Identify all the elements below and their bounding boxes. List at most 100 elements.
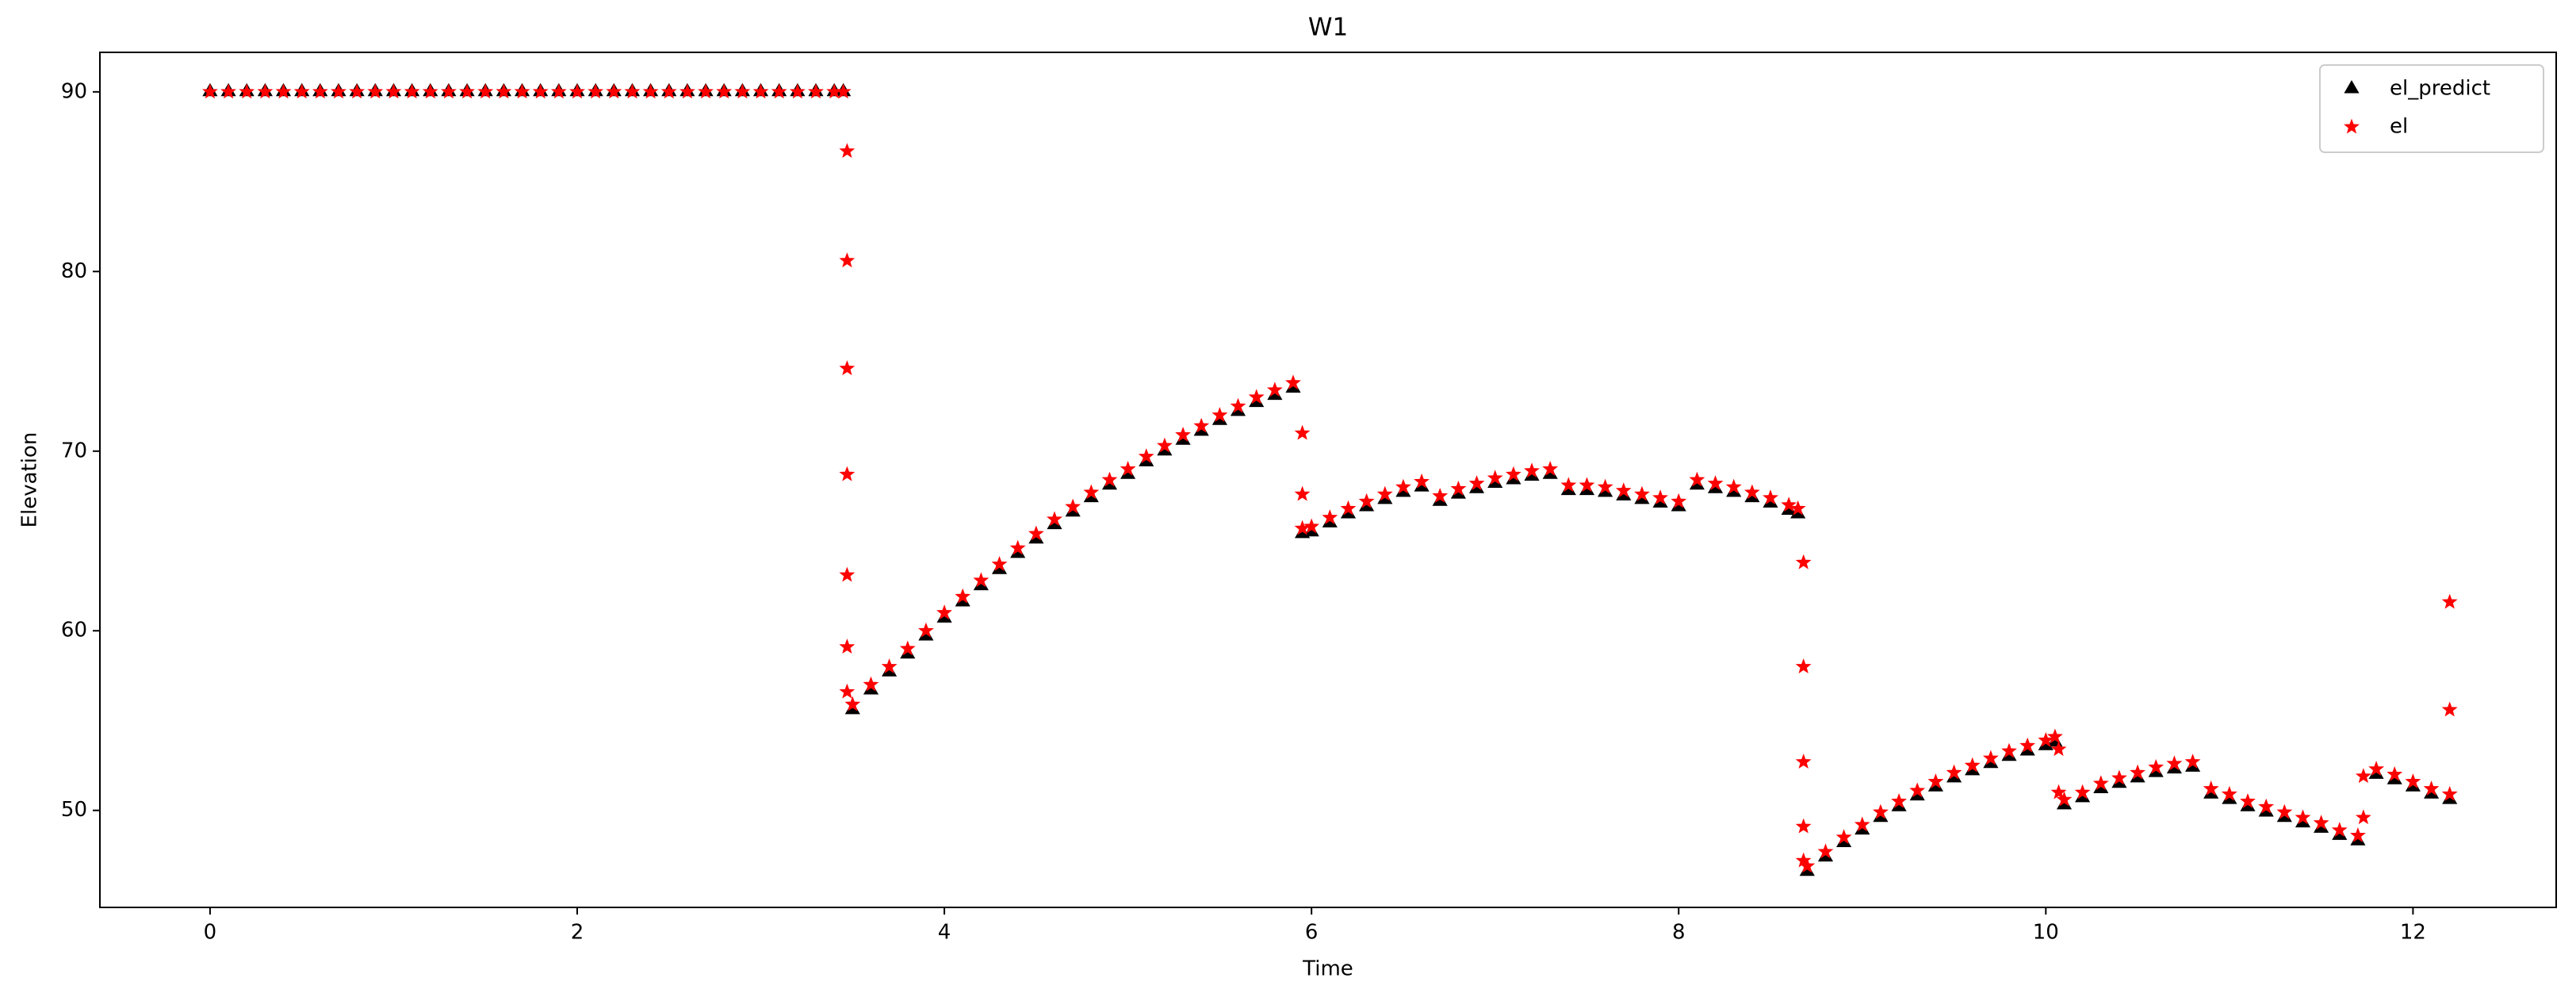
data-point [367, 83, 384, 99]
legend-label: el_predict [2390, 77, 2490, 101]
data-point [1597, 478, 1613, 494]
x-axis-label: Time [1302, 957, 1353, 981]
data-point [1909, 782, 1926, 798]
data-point [2276, 803, 2293, 819]
data-point [1175, 426, 1191, 442]
data-point [1652, 489, 1668, 505]
data-point [422, 83, 438, 99]
data-point [385, 83, 402, 99]
data-point [1120, 460, 1136, 476]
data-point [1927, 773, 1944, 788]
legend-box [2319, 64, 2544, 153]
data-point [1689, 471, 1705, 487]
data-point [1230, 397, 1246, 413]
data-point [863, 676, 879, 692]
data-point [1395, 478, 1411, 494]
y-tick-label: 70 [61, 439, 87, 462]
data-point [1560, 477, 1577, 493]
data-point [1542, 460, 1559, 476]
data-point [698, 83, 714, 99]
data-point [477, 83, 494, 99]
data-point [679, 83, 695, 99]
data-point [1376, 485, 1393, 501]
data-point [496, 83, 512, 99]
data-point [844, 696, 861, 711]
data-point [2074, 784, 2091, 800]
data-point [955, 588, 971, 604]
data-point [1891, 792, 1907, 808]
x-tick-label: 0 [204, 921, 217, 945]
data-point [839, 360, 855, 376]
data-point [1795, 818, 1812, 834]
data-point [2387, 765, 2403, 781]
data-point [202, 83, 218, 99]
data-point [2148, 758, 2165, 774]
data-point [1047, 511, 1062, 527]
data-point [881, 658, 898, 673]
data-point [606, 83, 622, 99]
data-point [2331, 822, 2348, 838]
data-point [2313, 815, 2329, 830]
legend-marker [2344, 118, 2360, 134]
data-point [1266, 382, 1283, 397]
data-point [973, 572, 989, 588]
data-point [1322, 509, 1338, 524]
data-point [532, 83, 549, 99]
data-point [2130, 764, 2145, 780]
data-point [1358, 493, 1375, 508]
data-point [1294, 424, 1311, 440]
data-point [2184, 754, 2201, 769]
data-point [1799, 857, 1816, 873]
data-point [1340, 500, 1357, 516]
data-point [1248, 389, 1265, 405]
data-point [1795, 658, 1812, 673]
data-point [1303, 518, 1320, 534]
data-point [1414, 473, 1430, 489]
data-point [2050, 741, 2067, 757]
data-point [2050, 784, 2067, 800]
data-point [2405, 773, 2421, 788]
data-point [2240, 792, 2256, 808]
data-point [936, 604, 952, 620]
data-point [660, 83, 677, 99]
data-point [2221, 785, 2237, 801]
data-point [1294, 485, 1311, 501]
data-point [2001, 742, 2017, 758]
data-point [1450, 480, 1467, 496]
x-tick-label: 4 [938, 921, 951, 945]
data-point [2355, 768, 2371, 784]
legend-label: el [2390, 115, 2408, 139]
legend-marker [2344, 80, 2360, 94]
data-point [1634, 485, 1650, 501]
data-point [1285, 374, 1301, 390]
data-point [550, 83, 567, 99]
data-point [839, 252, 855, 268]
data-point [1468, 475, 1485, 490]
data-point [275, 83, 292, 99]
data-point [459, 83, 475, 99]
data-point [2166, 755, 2183, 771]
data-point [624, 83, 641, 99]
data-point [642, 83, 659, 99]
data-point [1781, 497, 1797, 512]
data-point [2441, 593, 2458, 609]
data-point [839, 143, 855, 158]
data-point [1028, 525, 1044, 541]
data-point [835, 83, 852, 99]
data-point [2350, 826, 2366, 842]
data-point [1432, 487, 1449, 503]
y-tick-label: 80 [61, 259, 87, 283]
data-point [2295, 809, 2311, 825]
y-tick-label: 50 [61, 798, 87, 822]
data-point [331, 83, 346, 99]
data-point [1157, 437, 1173, 453]
data-point [1817, 843, 1834, 859]
data-point [991, 555, 1008, 571]
plot-frame [99, 52, 2557, 908]
data-point [1193, 417, 1210, 433]
y-axis-label: Elevation [18, 432, 42, 528]
data-point [1065, 498, 1081, 514]
data-point [1873, 803, 1889, 819]
data-point [2038, 731, 2054, 747]
